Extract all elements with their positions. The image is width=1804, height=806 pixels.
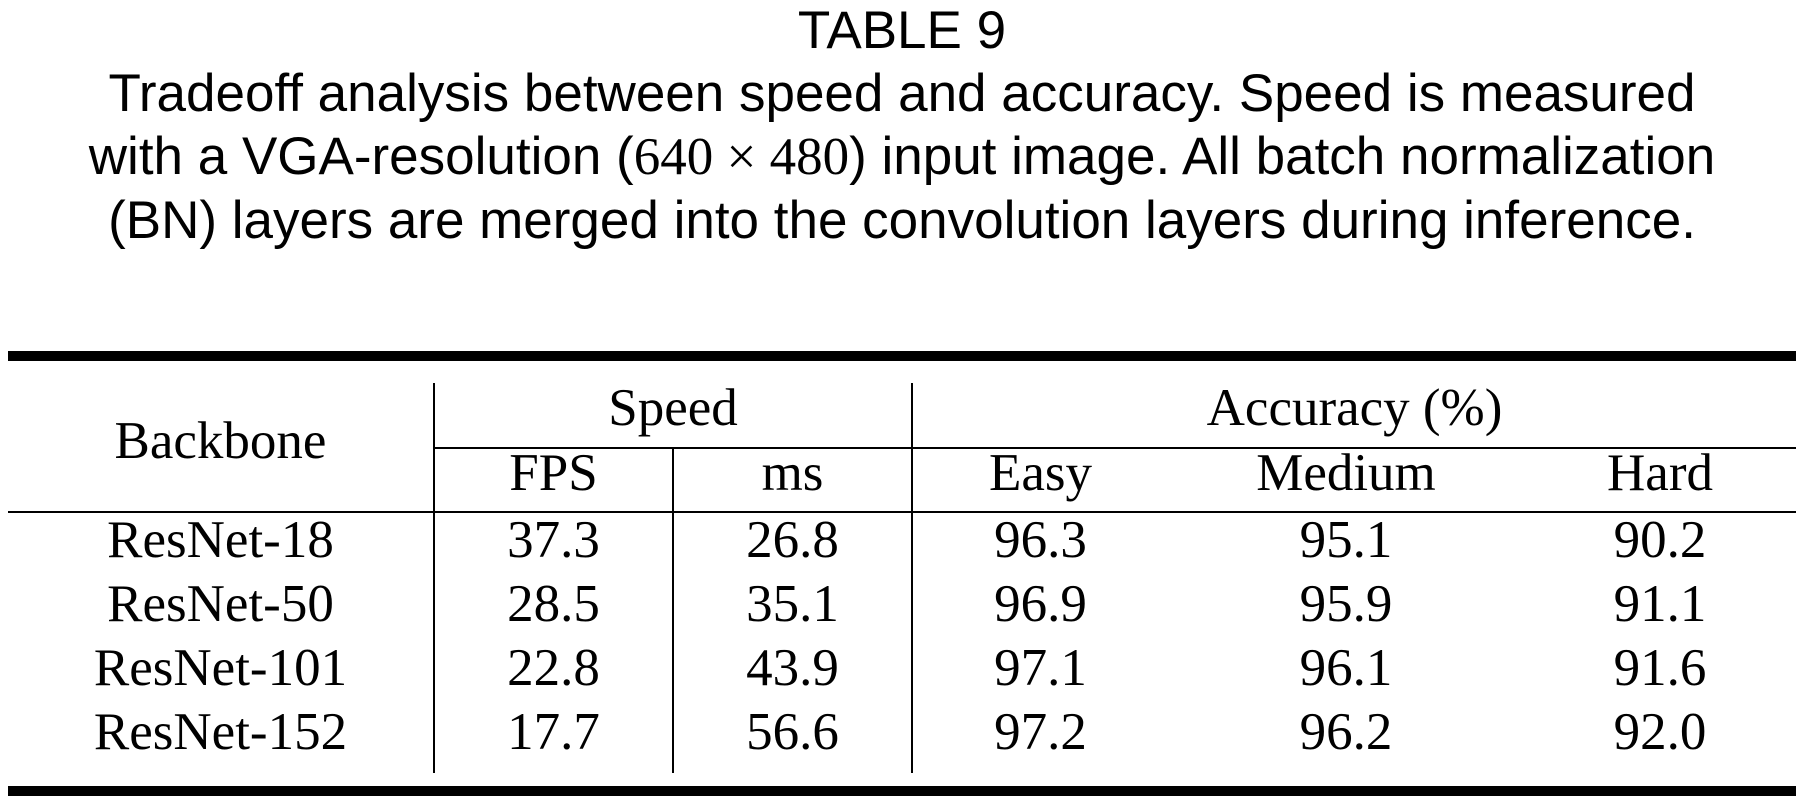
caption-line-1: Tradeoff analysis between speed and accu… [108,64,1696,123]
cell-easy: 96.3 [994,511,1087,569]
header-medium: Medium [1256,444,1436,502]
cell-fps: 37.3 [507,511,600,569]
cell-ms: 56.6 [746,703,839,761]
cell-hard: 91.6 [1613,639,1707,697]
cell-fps: 28.5 [507,575,600,633]
cell-medium: 96.2 [1299,703,1393,761]
header-accuracy: Accuracy (%) [1206,379,1503,437]
header-easy: Easy [988,444,1093,502]
header-hard: Hard [1607,444,1713,502]
caption-line-2-end: ) input image. All batch normalization [849,127,1716,186]
caption-line-3: (BN) layers are merged into the convolut… [108,191,1696,250]
cell-fps: 22.8 [507,639,600,697]
header-speed: Speed [608,379,738,437]
column-divider-backbone [433,383,435,773]
cell-hard: 91.1 [1613,575,1707,633]
cell-backbone: ResNet-50 [107,575,334,633]
cell-easy: 96.9 [994,575,1087,633]
header-backbone: Backbone [114,412,327,470]
cell-ms: 43.9 [746,639,839,697]
table-caption: TABLE 9 Tradeoff analysis between speed … [0,0,1804,252]
cell-hard: 92.0 [1613,703,1707,761]
cell-easy: 97.2 [994,703,1087,761]
table-header-rule [8,511,1796,513]
caption-line-2: with a VGA-resolution (640 × 480) input … [0,125,1804,189]
cell-ms: 35.1 [746,575,839,633]
cell-medium: 95.9 [1299,575,1393,633]
column-divider-speed [911,383,913,773]
accuracy-group-rule [912,447,1796,449]
header-ms: ms [761,444,824,502]
cell-backbone: ResNet-101 [93,639,348,697]
cell-backbone: ResNet-152 [93,703,348,761]
cell-easy: 97.1 [994,639,1087,697]
cell-hard: 90.2 [1613,511,1707,569]
table-bottom-rule [8,786,1796,796]
cell-fps: 17.7 [507,703,600,761]
cell-medium: 96.1 [1299,639,1393,697]
table-number: TABLE 9 [797,1,1007,60]
column-divider-fps [672,448,674,773]
cell-medium: 95.1 [1299,511,1393,569]
cell-backbone: ResNet-18 [107,511,334,569]
header-fps: FPS [509,444,598,502]
table-top-rule [8,351,1796,361]
cell-ms: 26.8 [746,511,839,569]
caption-line-2-start: with a VGA-resolution ( [88,127,634,186]
caption-resolution-math: 640 × 480 [633,128,850,186]
